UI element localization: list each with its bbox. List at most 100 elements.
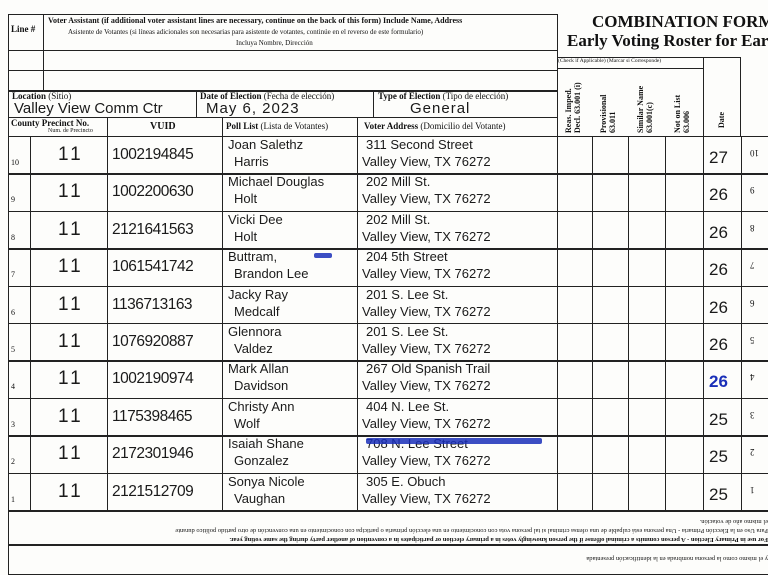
location-value[interactable]: Valley View Comm Ctr bbox=[14, 100, 163, 117]
provisional-checkbox[interactable] bbox=[594, 138, 626, 171]
voter-name-line2[interactable]: Medcalf bbox=[234, 303, 280, 319]
voter-name-line2[interactable]: Holt bbox=[234, 191, 258, 207]
voter-name-line1[interactable]: Vicki Dee bbox=[228, 211, 283, 227]
vote-date[interactable]: 25 bbox=[709, 484, 728, 504]
vuid[interactable]: 2121641563 bbox=[112, 220, 194, 238]
provisional-checkbox[interactable] bbox=[594, 362, 626, 395]
precinct-number[interactable]: 11 bbox=[58, 144, 84, 165]
voter-name-line2[interactable]: Harris bbox=[234, 154, 269, 169]
reas-imped-checkbox[interactable] bbox=[559, 437, 590, 470]
reas-imped-checkbox[interactable] bbox=[559, 362, 590, 395]
voter-address-line1[interactable]: 305 E. Obuch bbox=[366, 473, 446, 489]
voter-address-line2[interactable]: Valley View, TX 76272 bbox=[362, 266, 491, 282]
not-on-list-checkbox[interactable] bbox=[667, 138, 701, 171]
vuid[interactable]: 2121512709 bbox=[112, 482, 194, 500]
reas-imped-checkbox[interactable] bbox=[559, 250, 590, 283]
voter-name-line1[interactable]: Buttram, bbox=[228, 249, 278, 265]
voter-address-line2[interactable]: Valley View, TX 76272 bbox=[362, 378, 491, 394]
vote-date[interactable]: 26 bbox=[709, 222, 728, 242]
not-on-list-checkbox[interactable] bbox=[667, 400, 701, 433]
precinct-number[interactable]: 11 bbox=[58, 480, 84, 502]
not-on-list-checkbox[interactable] bbox=[667, 325, 701, 358]
similar-name-checkbox[interactable] bbox=[630, 213, 663, 246]
voter-address-line1[interactable]: 204 5th Street bbox=[366, 249, 448, 265]
vote-date[interactable]: 26 bbox=[709, 297, 728, 317]
reas-imped-checkbox[interactable] bbox=[559, 138, 590, 171]
voter-name-line2[interactable]: Davidson bbox=[234, 378, 289, 394]
assistant-line-1[interactable] bbox=[44, 51, 556, 69]
vuid[interactable]: 1061541742 bbox=[112, 258, 194, 276]
similar-name-checkbox[interactable] bbox=[630, 250, 663, 283]
vuid[interactable]: 2172301946 bbox=[112, 445, 194, 463]
provisional-checkbox[interactable] bbox=[594, 437, 626, 470]
voter-name-line1[interactable]: Sonya Nicole bbox=[228, 473, 305, 489]
vuid[interactable]: 1002194845 bbox=[112, 146, 194, 163]
not-on-list-checkbox[interactable] bbox=[667, 250, 701, 283]
vote-date[interactable]: 25 bbox=[709, 409, 728, 429]
vote-date[interactable]: 27 bbox=[709, 148, 728, 167]
not-on-list-checkbox[interactable] bbox=[667, 288, 701, 321]
provisional-checkbox[interactable] bbox=[594, 250, 626, 283]
similar-name-checkbox[interactable] bbox=[630, 362, 663, 395]
vuid[interactable]: 1076920887 bbox=[112, 333, 194, 350]
voter-address-line2[interactable]: Valley View, TX 76272 bbox=[362, 453, 491, 469]
vote-date[interactable]: 26 bbox=[709, 372, 728, 392]
voter-name-line1[interactable]: Isaiah Shane bbox=[228, 436, 304, 452]
provisional-checkbox[interactable] bbox=[594, 325, 626, 358]
voter-name-line1[interactable]: Christy Ann bbox=[228, 398, 295, 414]
precinct-number[interactable]: 11 bbox=[58, 293, 84, 315]
voter-name-line1[interactable]: Michael Douglas bbox=[228, 174, 325, 190]
voter-address-line2[interactable]: Valley View, TX 76272 bbox=[362, 303, 491, 319]
vote-date[interactable]: 25 bbox=[709, 447, 728, 467]
precinct-number[interactable]: 11 bbox=[58, 256, 84, 278]
precinct-number[interactable]: 11 bbox=[58, 331, 84, 352]
similar-name-checkbox[interactable] bbox=[630, 288, 663, 321]
precinct-number[interactable]: 11 bbox=[58, 443, 84, 465]
precinct-number[interactable]: 11 bbox=[58, 218, 84, 240]
voter-address-line1[interactable]: 201 S. Lee St. bbox=[366, 324, 449, 339]
reas-imped-checkbox[interactable] bbox=[559, 325, 590, 358]
not-on-list-checkbox[interactable] bbox=[667, 475, 701, 508]
vote-date[interactable]: 26 bbox=[709, 335, 728, 354]
voter-name-line1[interactable]: Jacky Ray bbox=[228, 286, 288, 302]
voter-address-line1[interactable]: 311 Second Street bbox=[366, 137, 473, 152]
similar-name-checkbox[interactable] bbox=[630, 175, 663, 208]
voter-address-line1[interactable]: 201 S. Lee St. bbox=[366, 286, 449, 302]
voter-name-line2[interactable]: Vaughan bbox=[234, 490, 286, 506]
precinct-number[interactable]: 11 bbox=[58, 405, 84, 427]
voter-address-line1[interactable]: 202 Mill St. bbox=[366, 211, 431, 227]
voter-name-line1[interactable]: Mark Allan bbox=[228, 361, 289, 377]
voter-address-line1[interactable]: 267 Old Spanish Trail bbox=[366, 361, 491, 377]
voter-name-line1[interactable]: Joan Salethz bbox=[228, 137, 304, 152]
vuid[interactable]: 1002190974 bbox=[112, 370, 194, 388]
vote-date[interactable]: 26 bbox=[709, 260, 728, 280]
voter-name-line2[interactable]: Wolf bbox=[234, 415, 260, 431]
vuid[interactable]: 1136713163 bbox=[112, 295, 193, 313]
similar-name-checkbox[interactable] bbox=[630, 437, 663, 470]
vuid[interactable]: 1175398465 bbox=[112, 407, 193, 425]
assistant-line-2[interactable] bbox=[44, 71, 556, 91]
voter-name-line1[interactable]: Glennora bbox=[228, 324, 282, 339]
voter-name-line2[interactable]: Gonzalez bbox=[234, 453, 289, 469]
vuid[interactable]: 1002200630 bbox=[112, 183, 194, 201]
provisional-checkbox[interactable] bbox=[594, 475, 626, 508]
precinct-number[interactable]: 11 bbox=[58, 368, 84, 390]
vote-date[interactable]: 26 bbox=[709, 185, 728, 205]
reas-imped-checkbox[interactable] bbox=[559, 475, 590, 508]
similar-name-checkbox[interactable] bbox=[630, 475, 663, 508]
type-of-election-value[interactable]: General bbox=[410, 100, 471, 117]
reas-imped-checkbox[interactable] bbox=[559, 400, 590, 433]
provisional-checkbox[interactable] bbox=[594, 288, 626, 321]
reas-imped-checkbox[interactable] bbox=[559, 288, 590, 321]
similar-name-checkbox[interactable] bbox=[630, 400, 663, 433]
similar-name-checkbox[interactable] bbox=[630, 138, 663, 171]
voter-address-line2[interactable]: Valley View, TX 76272 bbox=[362, 490, 491, 506]
voter-name-line2[interactable]: Brandon Lee bbox=[234, 266, 309, 282]
voter-name-line2[interactable]: Holt bbox=[234, 228, 258, 244]
not-on-list-checkbox[interactable] bbox=[667, 175, 701, 208]
voter-name-line2[interactable]: Valdez bbox=[234, 341, 273, 356]
date-of-election-value[interactable]: May 6, 2023 bbox=[206, 100, 300, 117]
provisional-checkbox[interactable] bbox=[594, 400, 626, 433]
voter-address-line2[interactable]: Valley View, TX 76272 bbox=[362, 415, 491, 431]
similar-name-checkbox[interactable] bbox=[630, 325, 663, 358]
